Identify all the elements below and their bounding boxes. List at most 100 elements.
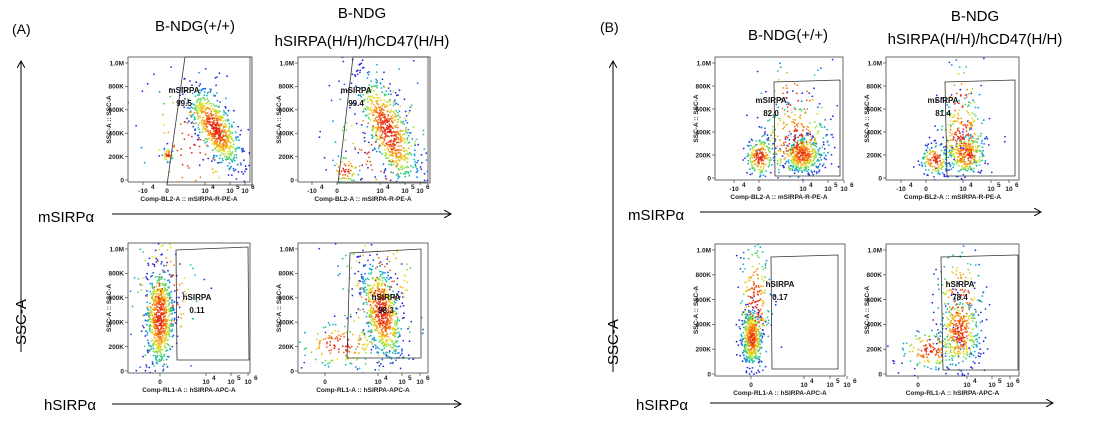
event-dot [383, 109, 385, 111]
event-dot [380, 216, 382, 218]
event-dot [750, 154, 752, 157]
event-dot [373, 96, 376, 99]
event-dot [805, 128, 808, 131]
event-dot [217, 136, 220, 139]
event-dot [213, 159, 216, 161]
event-dot [209, 130, 212, 132]
event-dot [380, 363, 382, 365]
event-dot [393, 322, 396, 325]
event-dot [820, 67, 822, 70]
event-dot [818, 170, 820, 173]
event-dot [388, 278, 390, 281]
event-dot [223, 141, 226, 144]
event-dot [199, 115, 202, 118]
event-dot [190, 116, 193, 118]
event-dot [374, 316, 377, 318]
event-dot [397, 133, 400, 136]
event-dot [377, 347, 380, 350]
event-dot [381, 334, 384, 336]
event-dot [922, 158, 925, 160]
event-dot [343, 169, 345, 172]
event-dot [304, 354, 307, 357]
event-dot [395, 328, 397, 331]
event-dot [226, 144, 229, 146]
event-dot [158, 207, 160, 209]
event-dot [206, 120, 209, 123]
event-dot [154, 256, 157, 259]
event-dot [315, 216, 317, 218]
event-dot [158, 279, 161, 282]
event-dot [934, 125, 936, 127]
event-dot [356, 284, 359, 287]
event-dot [364, 282, 367, 285]
event-dot [337, 155, 340, 158]
event-dot [167, 269, 169, 272]
event-dot [947, 156, 950, 159]
event-dot [742, 159, 744, 161]
event-dot [324, 338, 327, 340]
event-dot [330, 335, 333, 338]
event-dot [370, 284, 373, 287]
event-dot [153, 309, 156, 311]
event-dot [356, 73, 359, 76]
event-dot [391, 120, 394, 123]
event-dot [389, 374, 391, 376]
event-dot [390, 346, 392, 349]
event-dot [418, 235, 420, 237]
event-dot [387, 135, 390, 138]
event-dot [399, 367, 402, 370]
event-dot [969, 156, 972, 159]
event-dot [158, 342, 160, 345]
event-dot [327, 322, 330, 324]
event-dot [377, 118, 380, 121]
y-tick-label: 1.0M [110, 246, 124, 253]
event-dot [158, 294, 161, 297]
event-dot [971, 135, 974, 138]
event-dot [349, 178, 352, 180]
event-dot [162, 407, 164, 409]
event-dot [385, 321, 388, 324]
event-dot [802, 141, 805, 144]
event-dot [341, 53, 343, 55]
event-dot [385, 329, 387, 332]
event-dot [139, 283, 142, 285]
event-dot [759, 168, 762, 171]
event-dot [370, 319, 373, 322]
event-dot [801, 169, 803, 172]
event-dot [227, 174, 230, 176]
event-dot [225, 158, 228, 161]
event-dot [388, 350, 391, 352]
event-dot [367, 73, 370, 76]
event-dot [962, 149, 964, 152]
event-dot [142, 355, 144, 358]
event-dot [962, 145, 965, 148]
event-dot [410, 104, 413, 106]
event-dot [388, 130, 391, 133]
event-dot [367, 322, 370, 325]
event-dot [366, 288, 368, 291]
event-dot [373, 120, 375, 122]
event-dot [757, 154, 759, 157]
event-dot [787, 115, 790, 117]
event-dot [161, 276, 164, 279]
event-dot [385, 90, 388, 93]
event-dot [156, 362, 159, 365]
event-dot [394, 115, 397, 118]
event-dot [796, 164, 799, 167]
event-dot [965, 163, 968, 165]
event-dot [746, 114, 748, 117]
event-dot [389, 362, 392, 364]
event-dot [416, 167, 418, 170]
event-dot [146, 278, 149, 281]
event-dot [368, 315, 371, 317]
event-dot [383, 334, 386, 337]
event-dot [815, 141, 818, 144]
event-dot [396, 346, 399, 348]
event-dot [358, 352, 361, 355]
event-dot [148, 324, 151, 327]
event-dot [194, 95, 197, 97]
event-dot [187, 106, 189, 109]
event-dot [377, 311, 380, 313]
event-dot [152, 317, 155, 320]
event-dot [942, 146, 945, 149]
